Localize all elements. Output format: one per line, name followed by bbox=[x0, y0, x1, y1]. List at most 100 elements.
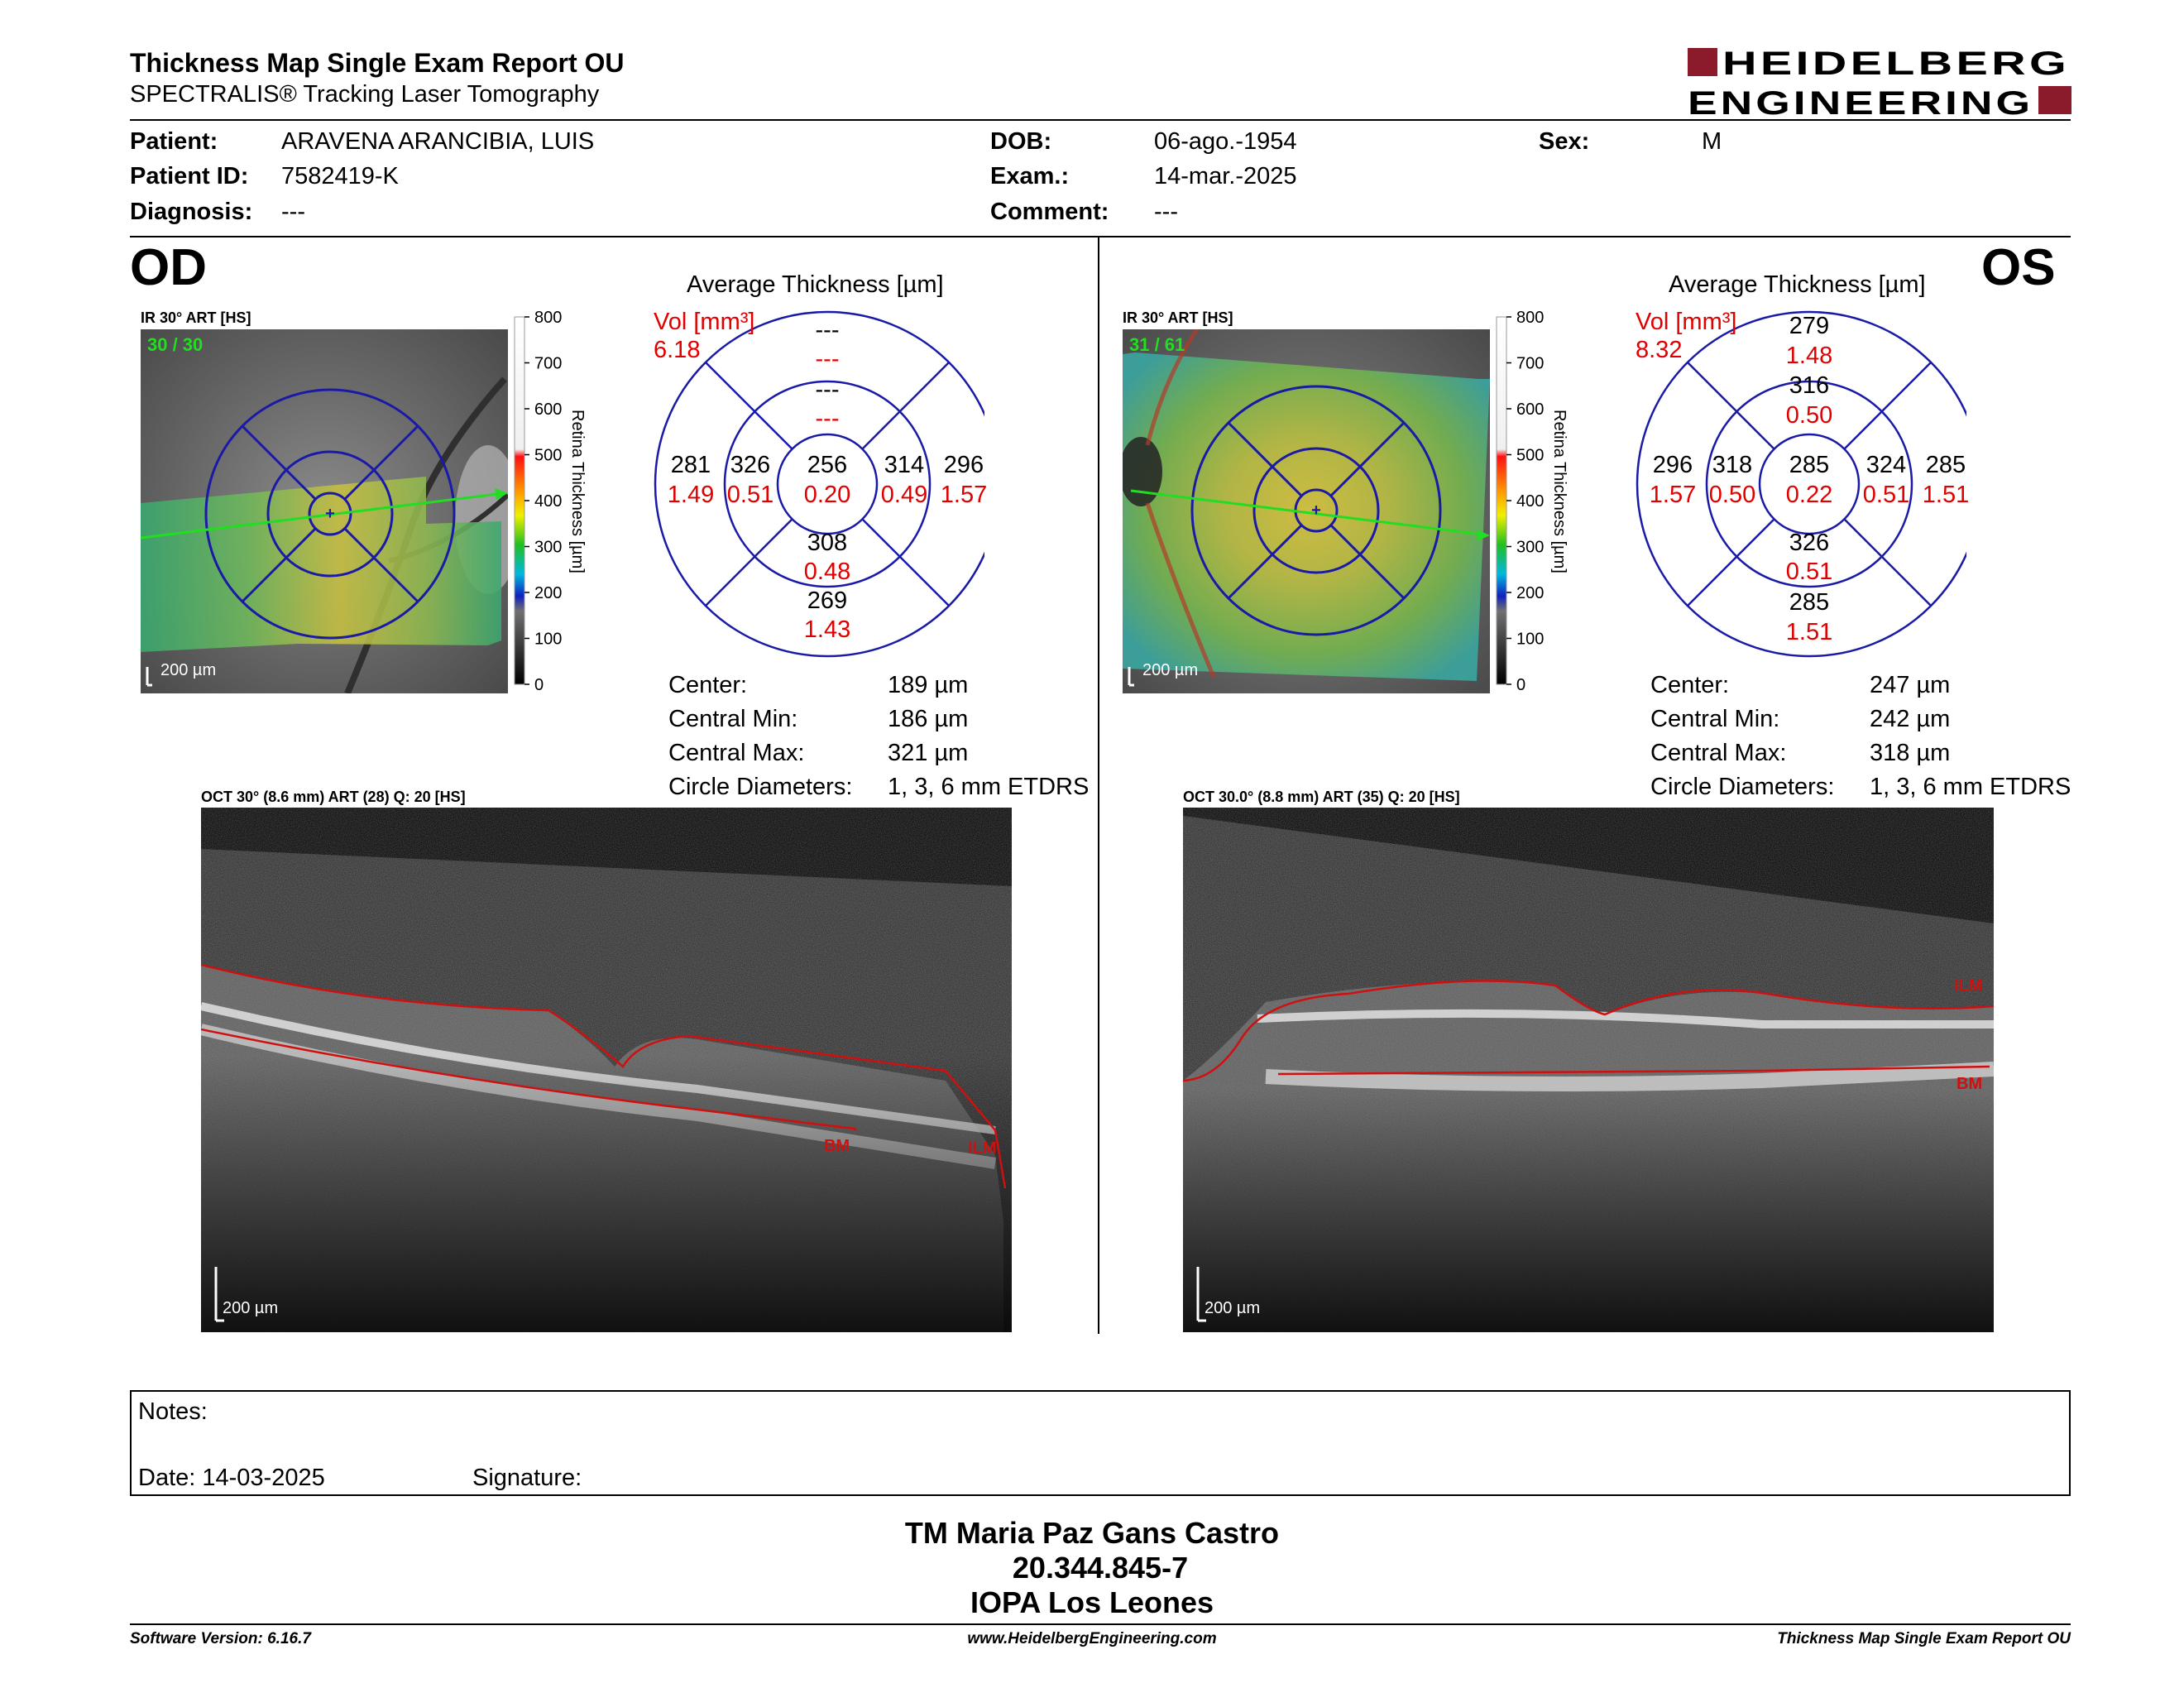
od-colorbar-tick-label: 300 bbox=[534, 539, 562, 557]
os-vol-value: 8.32 bbox=[1636, 337, 1683, 363]
os-colorbar-tick-label: 0 bbox=[1516, 676, 1525, 694]
od-min-value: 186 µm bbox=[888, 706, 969, 732]
od-inner-left: 326 bbox=[730, 452, 771, 478]
od-colorbar-tick-label: 0 bbox=[534, 676, 544, 694]
od-ilm-label: ILM bbox=[968, 1139, 996, 1158]
os-outer-right-vol: 1.51 bbox=[1922, 482, 1970, 508]
os-outer-left: 296 bbox=[1652, 452, 1693, 478]
heidelberg-logo: HEIDELBERG ENGINEERING bbox=[1688, 46, 2071, 117]
patient-divider bbox=[130, 236, 2071, 237]
od-outer-right-vol: 1.57 bbox=[940, 482, 988, 508]
header-divider bbox=[130, 119, 2071, 121]
os-inner-right: 324 bbox=[1866, 452, 1907, 478]
os-center-value: 247 µm bbox=[1870, 672, 1951, 698]
os-avg-title: Average Thickness [µm] bbox=[1669, 271, 1926, 298]
os-fundus-image: + 31 / 61 200 µm bbox=[1123, 329, 1490, 693]
os-ir-counter: 31 / 61 bbox=[1129, 334, 1185, 355]
eye-label-od: OD bbox=[130, 239, 207, 296]
signer-place: IOPA Los Leones bbox=[970, 1585, 1214, 1619]
os-inner-right-vol: 0.51 bbox=[1862, 482, 1910, 508]
od-center-value: 189 µm bbox=[888, 672, 969, 698]
os-oct-scan: ILM BM 200 µm bbox=[1183, 808, 1994, 1332]
od-vol-label: Vol [mm³] bbox=[654, 309, 755, 335]
os-max-label: Central Max: bbox=[1650, 740, 1787, 766]
od-vol-value: 6.18 bbox=[654, 337, 701, 363]
od-colorbar: 800 700 600 500 400 300 200 100 0 Retina Thickne… bbox=[514, 310, 587, 694]
os-oct-label: OCT 30.0° (8.8 mm) ART (35) Q: 20 [HS] bbox=[1183, 789, 1460, 805]
od-oct-label: OCT 30° (8.6 mm) ART (28) Q: 20 [HS] bbox=[201, 789, 466, 805]
os-inner-top-vol: 0.50 bbox=[1785, 402, 1833, 429]
os-colorbar-tick-label: 400 bbox=[1516, 492, 1544, 511]
od-ir-label: IR 30° ART [HS] bbox=[141, 309, 251, 326]
os-min-value: 242 µm bbox=[1870, 706, 1951, 732]
od-fundus-image: + 30 / 30 200 µm bbox=[141, 329, 508, 693]
os-diam-value: 1, 3, 6 mm ETDRS bbox=[1870, 774, 2071, 800]
od-inner-right: 314 bbox=[884, 452, 925, 478]
eye-label-os: OS bbox=[1981, 239, 2056, 296]
os-oct-scale: 200 µm bbox=[1205, 1299, 1260, 1317]
od-ir-counter: 30 / 30 bbox=[147, 334, 203, 355]
os-colorbar-tick-label: 100 bbox=[1516, 631, 1544, 649]
signature-label: Signature: bbox=[472, 1465, 582, 1491]
os-ilm-label: ILM bbox=[1954, 977, 1982, 995]
os-diam-label: Circle Diameters: bbox=[1650, 774, 1835, 800]
od-colorbar-tick-label: 600 bbox=[534, 400, 562, 419]
os-min-label: Central Min: bbox=[1650, 706, 1780, 732]
os-ir-label: IR 30° ART [HS] bbox=[1123, 309, 1233, 326]
od-outer-right: 296 bbox=[943, 452, 984, 478]
signer-name: TM Maria Paz Gans Castro bbox=[904, 1516, 1280, 1550]
od-colorbar-tick-label: 700 bbox=[534, 355, 562, 373]
od-diam-label: Circle Diameters: bbox=[668, 774, 853, 800]
center-divider bbox=[1098, 237, 1099, 1334]
od-bm-label: BM bbox=[824, 1137, 850, 1155]
os-colorbar-title: Retina Thickness [µm] bbox=[1550, 410, 1569, 573]
od-outer-bottom: 269 bbox=[807, 587, 848, 614]
notes-label: Notes: bbox=[138, 1398, 208, 1425]
os-colorbar-tick-label: 800 bbox=[1516, 310, 1544, 327]
od-diam-value: 1, 3, 6 mm ETDRS bbox=[888, 774, 1090, 800]
od-center-vol: 0.20 bbox=[803, 482, 851, 508]
patient-label: Patient: bbox=[130, 128, 218, 155]
od-colorbar-tick-label: 200 bbox=[534, 584, 562, 602]
os-outer-right: 285 bbox=[1925, 452, 1966, 478]
od-inner-top: --- bbox=[815, 376, 840, 403]
od-outer-bottom-vol: 1.43 bbox=[803, 616, 851, 643]
os-colorbar-tick-label: 300 bbox=[1516, 539, 1544, 557]
signer-id: 20.344.845-7 bbox=[1012, 1551, 1189, 1585]
exam-value: 14-mar.-2025 bbox=[1154, 163, 1297, 189]
os-inner-bottom-vol: 0.51 bbox=[1785, 559, 1833, 585]
notes-box[interactable]: Notes: Date: 14-03-2025 Signature: bbox=[130, 1390, 2071, 1496]
os-etdrs-grid bbox=[1636, 310, 1966, 658]
os-max-value: 318 µm bbox=[1870, 740, 1951, 766]
website-link[interactable]: www.HeidelbergEngineering.com bbox=[967, 1630, 1217, 1647]
patient-id-label: Patient ID: bbox=[130, 163, 249, 189]
exam-label: Exam.: bbox=[990, 163, 1070, 189]
sex-label: Sex: bbox=[1539, 128, 1590, 155]
comment-value: --- bbox=[1154, 199, 1178, 225]
od-colorbar-title: Retina Thickness [µm] bbox=[568, 410, 587, 573]
os-inner-bottom: 326 bbox=[1789, 530, 1830, 556]
od-outer-left-vol: 1.49 bbox=[667, 482, 715, 508]
os-outer-top: 279 bbox=[1789, 313, 1830, 339]
od-colorbar-tick-label: 400 bbox=[534, 492, 562, 511]
svg-text:+: + bbox=[325, 505, 335, 523]
od-max-value: 321 µm bbox=[888, 740, 969, 766]
od-outer-top: --- bbox=[815, 317, 840, 343]
os-colorbar-tick-label: 600 bbox=[1516, 400, 1544, 419]
os-outer-bottom: 285 bbox=[1789, 589, 1830, 616]
date-label: Date: 14-03-2025 bbox=[138, 1465, 325, 1491]
od-avg-title: Average Thickness [µm] bbox=[687, 271, 944, 298]
os-inner-top: 316 bbox=[1789, 372, 1830, 399]
od-center-label: Center: bbox=[668, 672, 748, 698]
sex-value: M bbox=[1702, 128, 1722, 155]
os-ir-scale: 200 µm bbox=[1142, 661, 1198, 679]
od-ir-scale: 200 µm bbox=[160, 661, 216, 679]
report-subtitle: SPECTRALIS® Tracking Laser Tomography bbox=[130, 81, 600, 108]
os-colorbar: 800 700 600 500 400 300 200 100 0 Retina Thickne… bbox=[1496, 310, 1569, 694]
svg-text:+: + bbox=[1311, 501, 1321, 520]
os-outer-left-vol: 1.57 bbox=[1649, 482, 1697, 508]
od-oct-scan: BM ILM 200 µm bbox=[201, 808, 1012, 1332]
od-inner-top-vol: --- bbox=[815, 405, 840, 432]
diagnosis-label: Diagnosis: bbox=[130, 199, 253, 225]
os-inner-left-vol: 0.50 bbox=[1708, 482, 1756, 508]
